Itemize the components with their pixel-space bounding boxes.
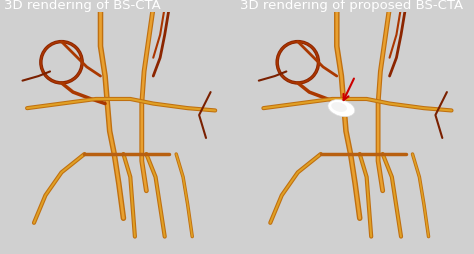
Text: 3D rendering of BS-CTA: 3D rendering of BS-CTA xyxy=(4,0,161,12)
Ellipse shape xyxy=(331,103,347,113)
Text: 3D rendering of proposed BS-CTA: 3D rendering of proposed BS-CTA xyxy=(240,0,464,12)
Ellipse shape xyxy=(328,100,355,117)
